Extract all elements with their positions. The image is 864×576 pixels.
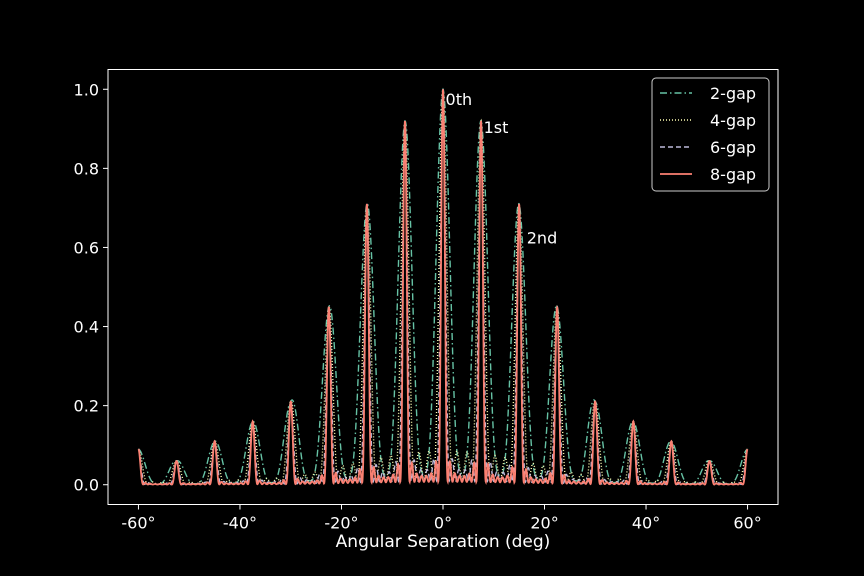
x-tick-label: 60° <box>733 514 761 533</box>
x-tick-label: -40° <box>223 514 257 533</box>
y-tick-label: 0.4 <box>74 318 99 337</box>
annotation-2nd: 2nd <box>527 229 557 248</box>
x-tick-label: -60° <box>121 514 155 533</box>
y-tick-label: 0.2 <box>74 397 99 416</box>
annotations: 0th 1st 2nd <box>446 90 558 247</box>
y-tick-label: 0.0 <box>74 476 99 495</box>
y-tick-label: 0.6 <box>74 238 99 257</box>
x-tick-label: 0° <box>434 514 452 533</box>
legend-box <box>651 77 770 192</box>
legend: 2-gap 4-gap 6-gap 8-gap <box>651 77 770 192</box>
y-tick-label: 0.8 <box>74 159 99 178</box>
x-axis-label: Angular Separation (deg) <box>336 532 551 552</box>
plot-lines <box>137 87 749 486</box>
annotation-0th: 0th <box>446 90 473 109</box>
y-ticks: 0.0 0.2 0.4 0.6 0.8 1.0 <box>74 80 108 495</box>
x-tick-label: 20° <box>530 514 558 533</box>
legend-label-6-gap: 6-gap <box>710 138 756 157</box>
x-tick-label: 40° <box>632 514 660 533</box>
annotation-1st: 1st <box>484 118 509 137</box>
legend-label-8-gap: 8-gap <box>710 165 756 184</box>
legend-label-2-gap: 2-gap <box>710 84 756 103</box>
series-line-4-gap <box>138 89 748 486</box>
legend-label-4-gap: 4-gap <box>710 111 756 130</box>
x-ticks: -60° -40° -20° 0° 20° 40° 60° <box>121 504 762 533</box>
x-tick-label: -20° <box>324 514 358 533</box>
series-line-8-gap <box>137 89 749 486</box>
y-tick-label: 1.0 <box>74 80 99 99</box>
